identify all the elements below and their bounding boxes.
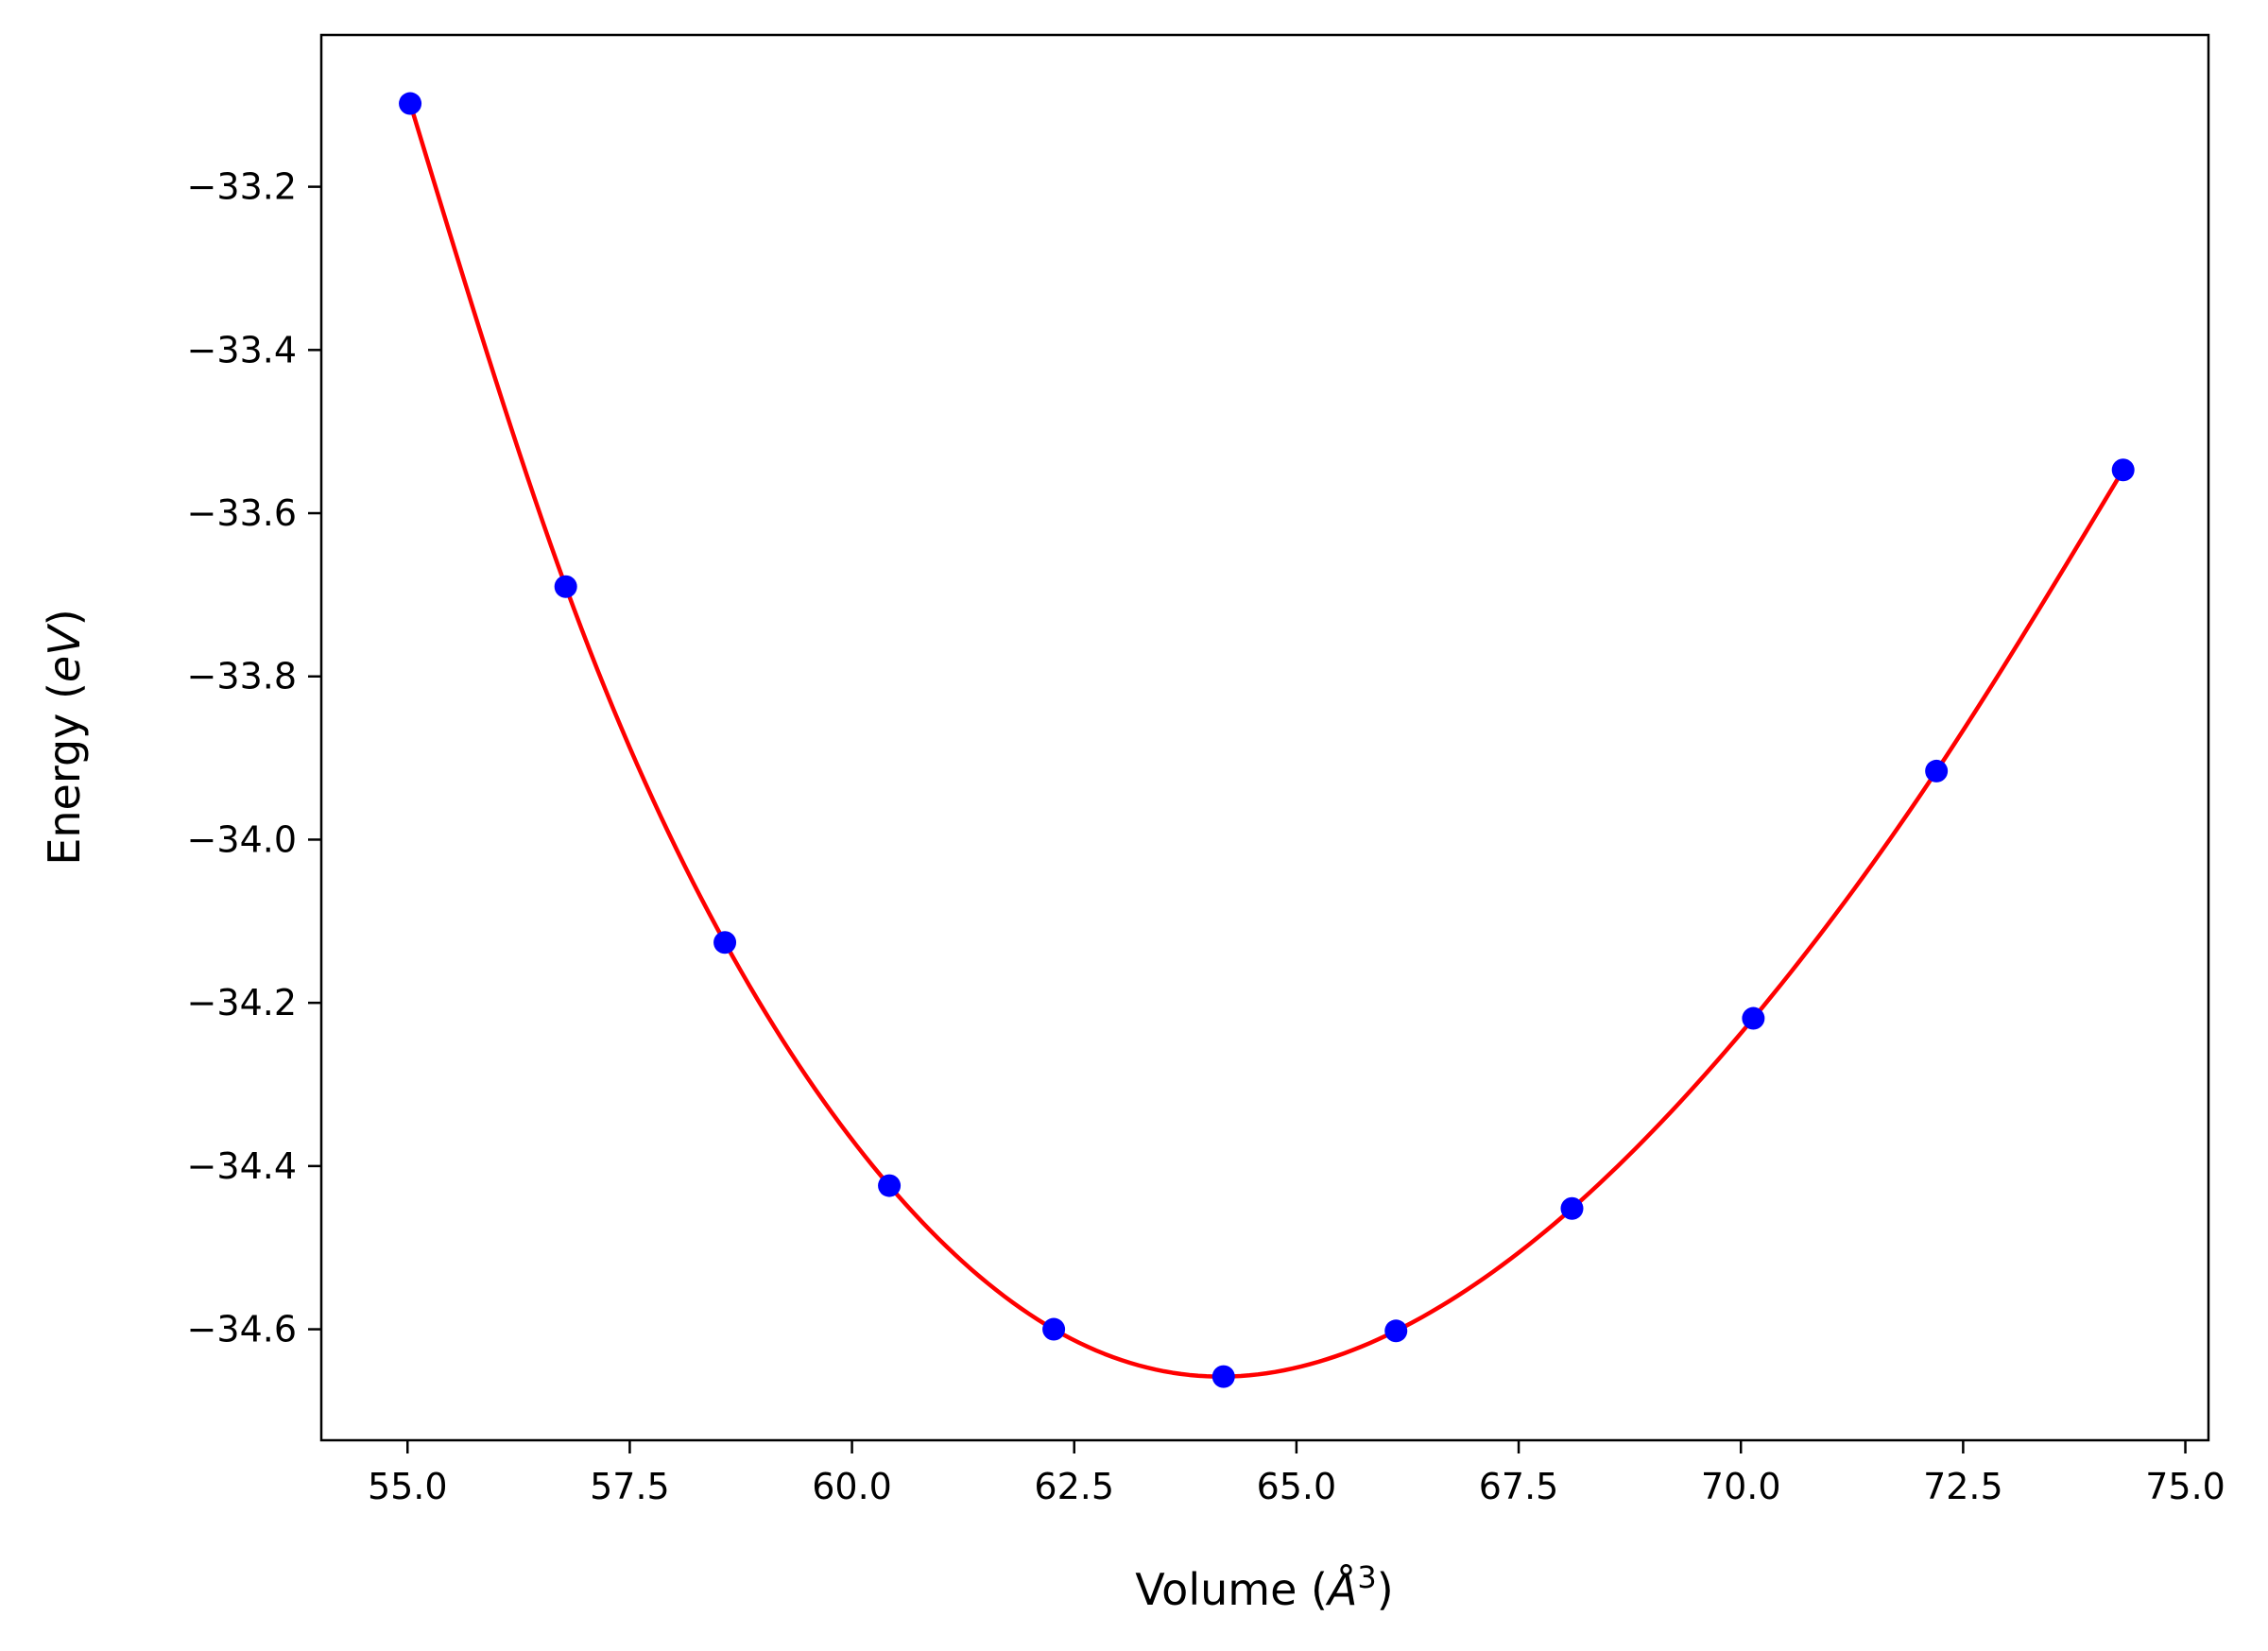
data-point — [1925, 759, 1949, 783]
data-point — [878, 1174, 902, 1197]
y-axis-label: Energy (eV) — [39, 609, 90, 865]
y-tick-label: −33.4 — [187, 329, 297, 370]
x-tick-label: 62.5 — [1034, 1466, 1114, 1507]
x-axis-label-exponent: 3 — [1357, 1559, 1376, 1595]
plot-area-frame — [319, 33, 2210, 1442]
x-axis-label-close: ) — [1377, 1564, 1394, 1615]
x-tick-label: 57.5 — [590, 1466, 670, 1507]
x-tick-label: 70.0 — [1701, 1466, 1781, 1507]
y-tick-label: −34.0 — [187, 818, 297, 860]
data-point — [1211, 1365, 1235, 1388]
x-axis-label-text: Volume ( — [1135, 1564, 1328, 1615]
data-point — [713, 931, 737, 954]
y-tick-label: −34.4 — [187, 1145, 297, 1187]
data-points-layer — [399, 92, 2135, 1388]
y-axis-ticks: −33.2 −33.4 −33.6 −33.8 −34.0 −34.2 −34.4 −34.6 — [187, 166, 321, 1350]
x-axis-label-unit: Å — [1325, 1564, 1357, 1615]
data-point — [554, 575, 577, 598]
data-point — [2111, 458, 2135, 482]
data-point — [1042, 1317, 1066, 1341]
data-point — [1384, 1319, 1408, 1343]
y-tick-label: −34.6 — [187, 1309, 297, 1350]
x-tick-label: 55.0 — [368, 1466, 448, 1507]
y-axis-label-unit: eV — [39, 623, 90, 682]
y-axis-label-close: ) — [39, 609, 90, 626]
y-tick-label: −33.2 — [187, 166, 297, 208]
data-point — [399, 92, 422, 115]
data-point — [1742, 1006, 1765, 1030]
y-tick-label: −33.6 — [187, 492, 297, 534]
x-axis-label: Volume (Å3) — [1135, 1559, 1393, 1615]
x-tick-label: 72.5 — [1923, 1466, 2003, 1507]
data-point — [1560, 1196, 1584, 1220]
x-tick-label: 65.0 — [1257, 1466, 1337, 1507]
x-axis-ticks: 55.0 57.5 60.0 62.5 65.0 67.5 70.0 72.5 75.0 — [368, 1440, 2225, 1507]
y-tick-label: −33.8 — [187, 656, 297, 697]
x-tick-label: 75.0 — [2145, 1466, 2225, 1507]
y-axis-label-text: Energy ( — [39, 682, 90, 866]
x-tick-label: 67.5 — [1479, 1466, 1559, 1507]
x-tick-label: 60.0 — [812, 1466, 892, 1507]
y-tick-label: −34.2 — [187, 982, 297, 1023]
